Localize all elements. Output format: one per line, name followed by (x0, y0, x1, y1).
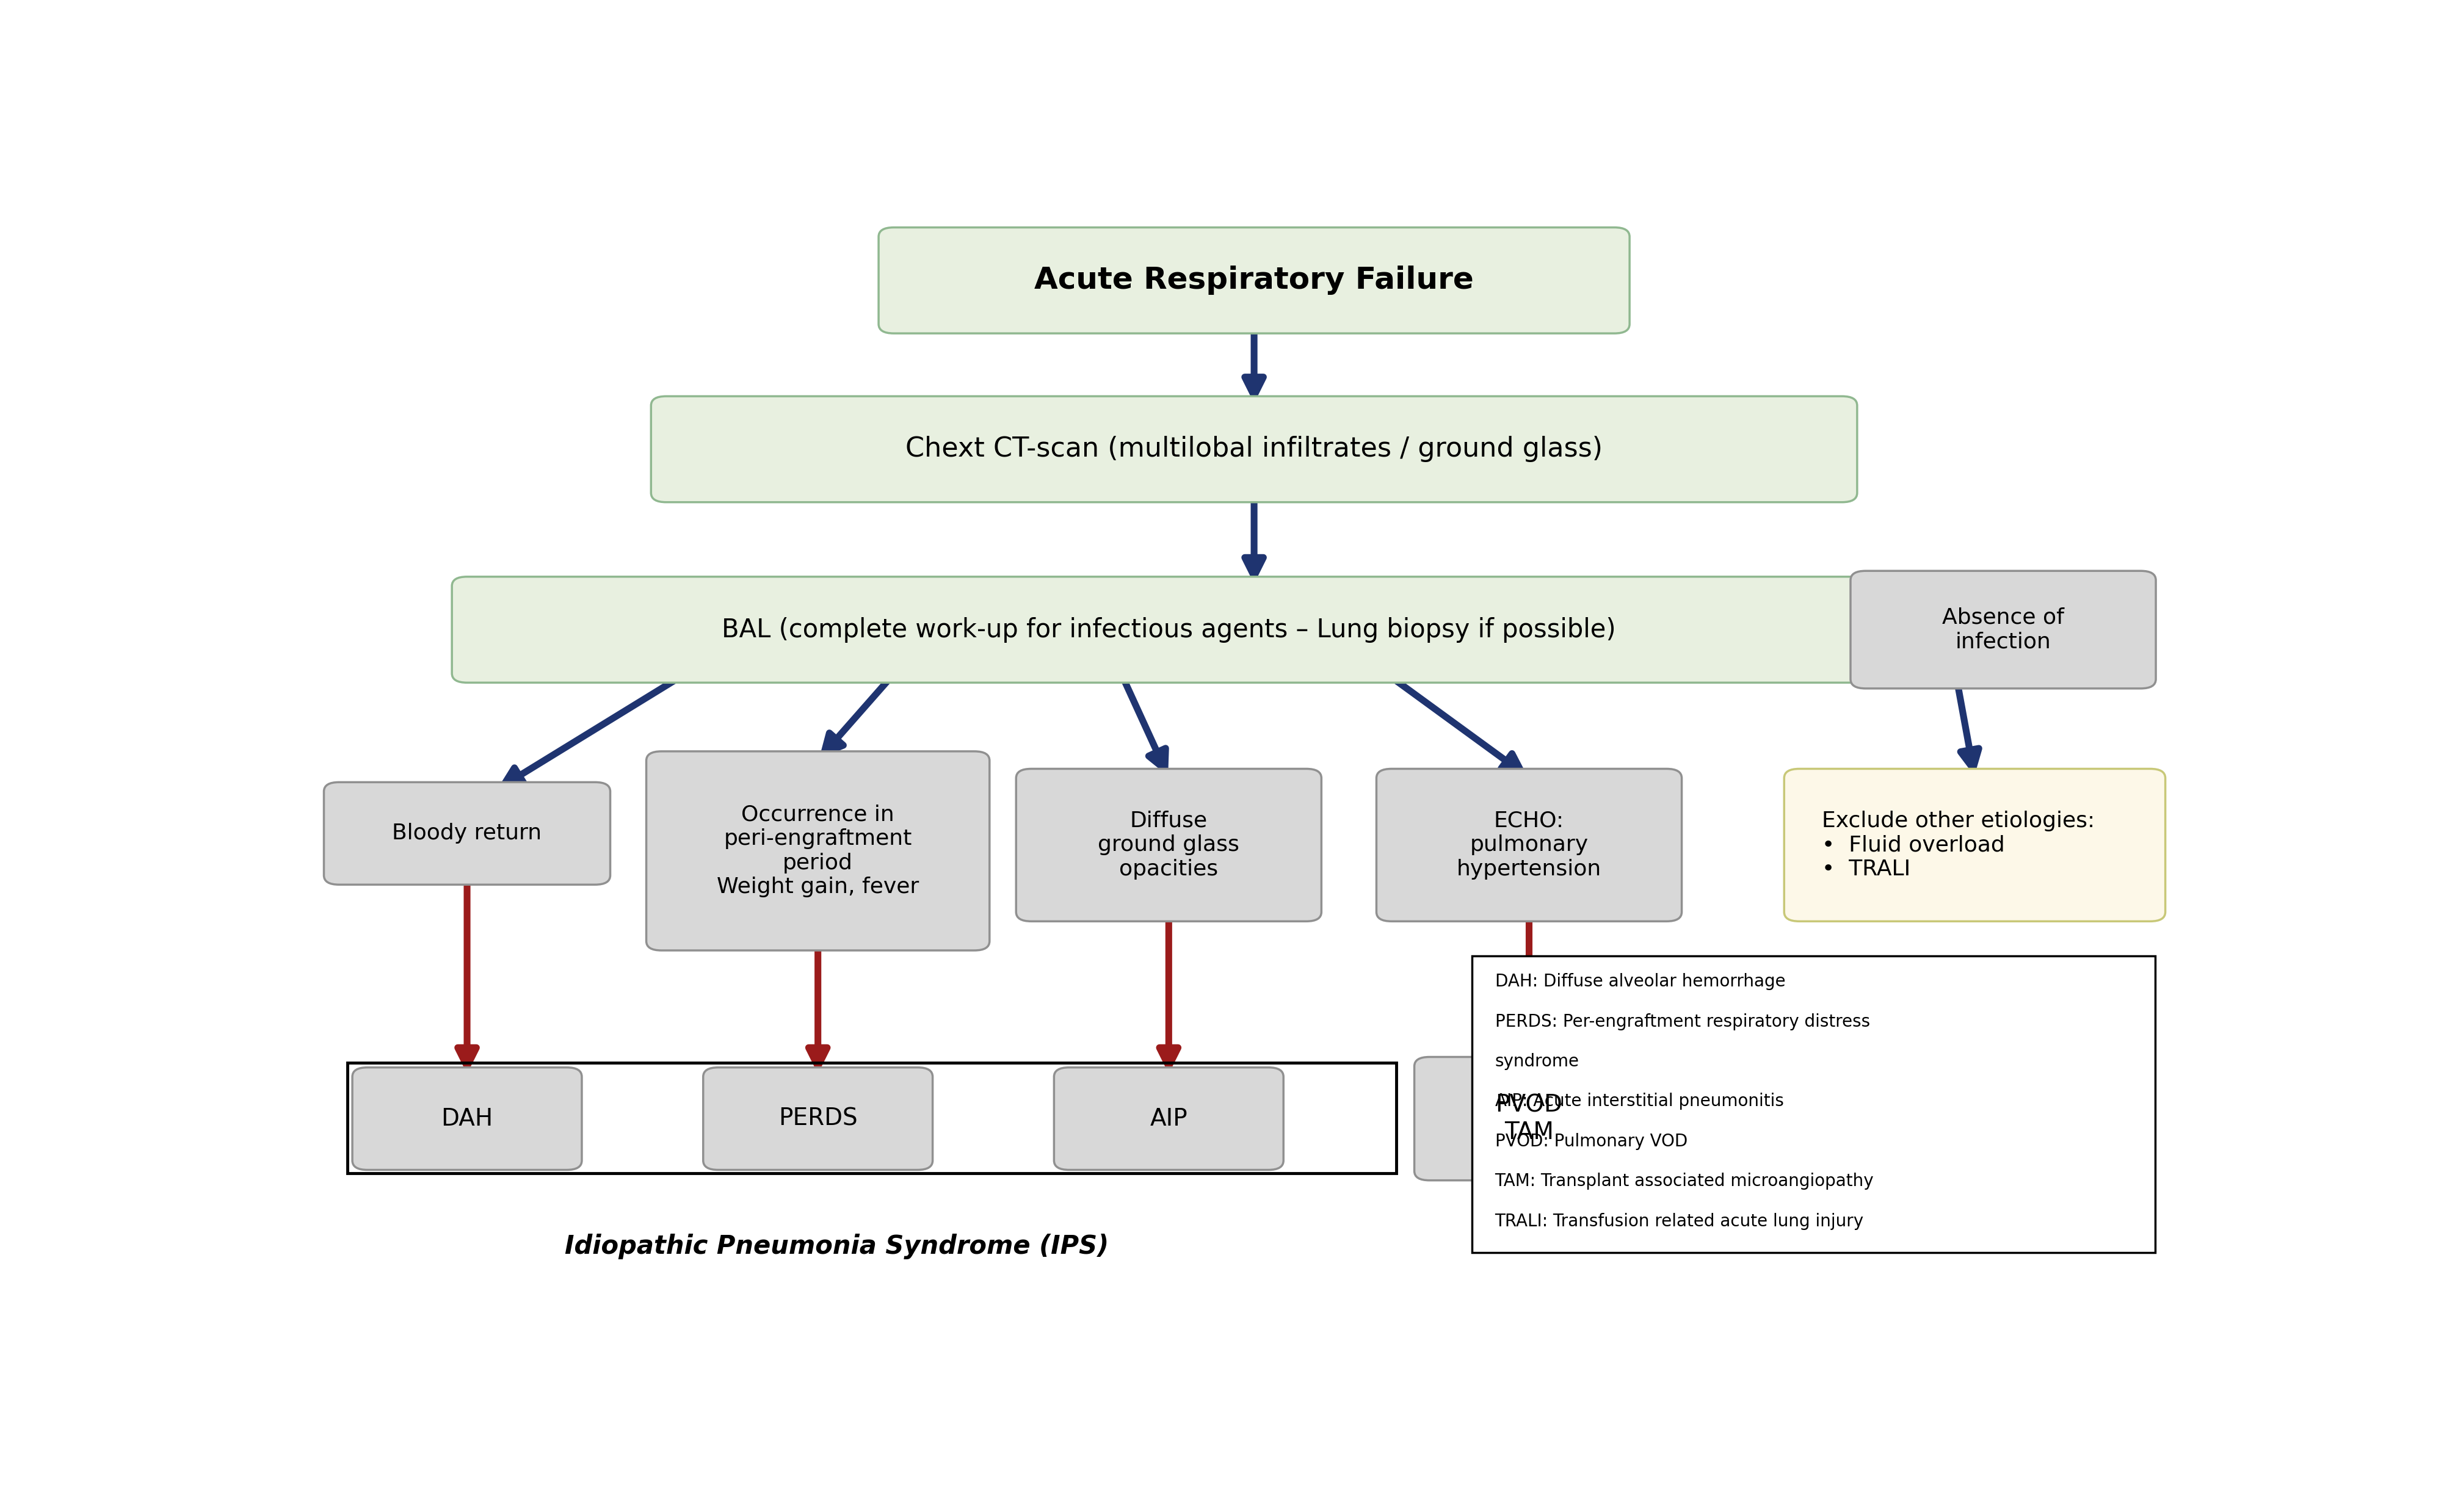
Text: PVOD: Pulmonary VOD: PVOD: Pulmonary VOD (1495, 1132, 1688, 1151)
FancyBboxPatch shape (1850, 572, 2156, 688)
FancyBboxPatch shape (323, 782, 609, 885)
FancyBboxPatch shape (1375, 768, 1681, 921)
Text: Diffuse
ground glass
opacities: Diffuse ground glass opacities (1099, 810, 1241, 880)
Text: AIP: AIP (1150, 1107, 1187, 1131)
FancyBboxPatch shape (1016, 768, 1321, 921)
Text: DAH: DAH (440, 1107, 494, 1131)
Text: ECHO:
pulmonary
hypertension: ECHO: pulmonary hypertension (1456, 810, 1600, 880)
Text: Idiopathic Pneumonia Syndrome (IPS): Idiopathic Pneumonia Syndrome (IPS) (565, 1234, 1108, 1259)
Text: Bloody return: Bloody return (392, 823, 541, 844)
FancyBboxPatch shape (1414, 1057, 1644, 1181)
FancyBboxPatch shape (878, 227, 1630, 333)
FancyBboxPatch shape (1473, 956, 2156, 1252)
Text: Occurrence in
peri-engraftment
period
Weight gain, fever: Occurrence in peri-engraftment period We… (717, 804, 920, 897)
Text: DAH: Diffuse alveolar hemorrhage: DAH: Diffuse alveolar hemorrhage (1495, 974, 1786, 990)
FancyBboxPatch shape (352, 1067, 582, 1170)
FancyBboxPatch shape (651, 396, 1857, 502)
Text: Chext CT-scan (multilobal infiltrates / ground glass): Chext CT-scan (multilobal infiltrates / … (905, 435, 1603, 463)
Text: Acute Respiratory Failure: Acute Respiratory Failure (1035, 266, 1473, 295)
FancyBboxPatch shape (1784, 768, 2166, 921)
FancyBboxPatch shape (453, 576, 1887, 682)
FancyBboxPatch shape (646, 751, 989, 951)
Text: Exclude other etiologies:
•  Fluid overload
•  TRALI: Exclude other etiologies: • Fluid overlo… (1823, 810, 2095, 880)
FancyBboxPatch shape (702, 1067, 932, 1170)
Text: AIP: Acute interstitial pneumonitis: AIP: Acute interstitial pneumonitis (1495, 1093, 1784, 1110)
Text: TRALI: Transfusion related acute lung injury: TRALI: Transfusion related acute lung in… (1495, 1213, 1865, 1229)
Text: BAL (complete work-up for infectious agents – Lung biopsy if possible): BAL (complete work-up for infectious age… (722, 617, 1615, 643)
Text: PERDS: Per-engraftment respiratory distress: PERDS: Per-engraftment respiratory distr… (1495, 1013, 1870, 1030)
Text: Absence of
infection: Absence of infection (1943, 608, 2065, 652)
FancyBboxPatch shape (1055, 1067, 1285, 1170)
Text: PERDS: PERDS (778, 1107, 856, 1131)
Text: syndrome: syndrome (1495, 1052, 1578, 1070)
Text: PVOD
TAM: PVOD TAM (1495, 1093, 1564, 1143)
Text: TAM: Transplant associated microangiopathy: TAM: Transplant associated microangiopat… (1495, 1173, 1874, 1190)
